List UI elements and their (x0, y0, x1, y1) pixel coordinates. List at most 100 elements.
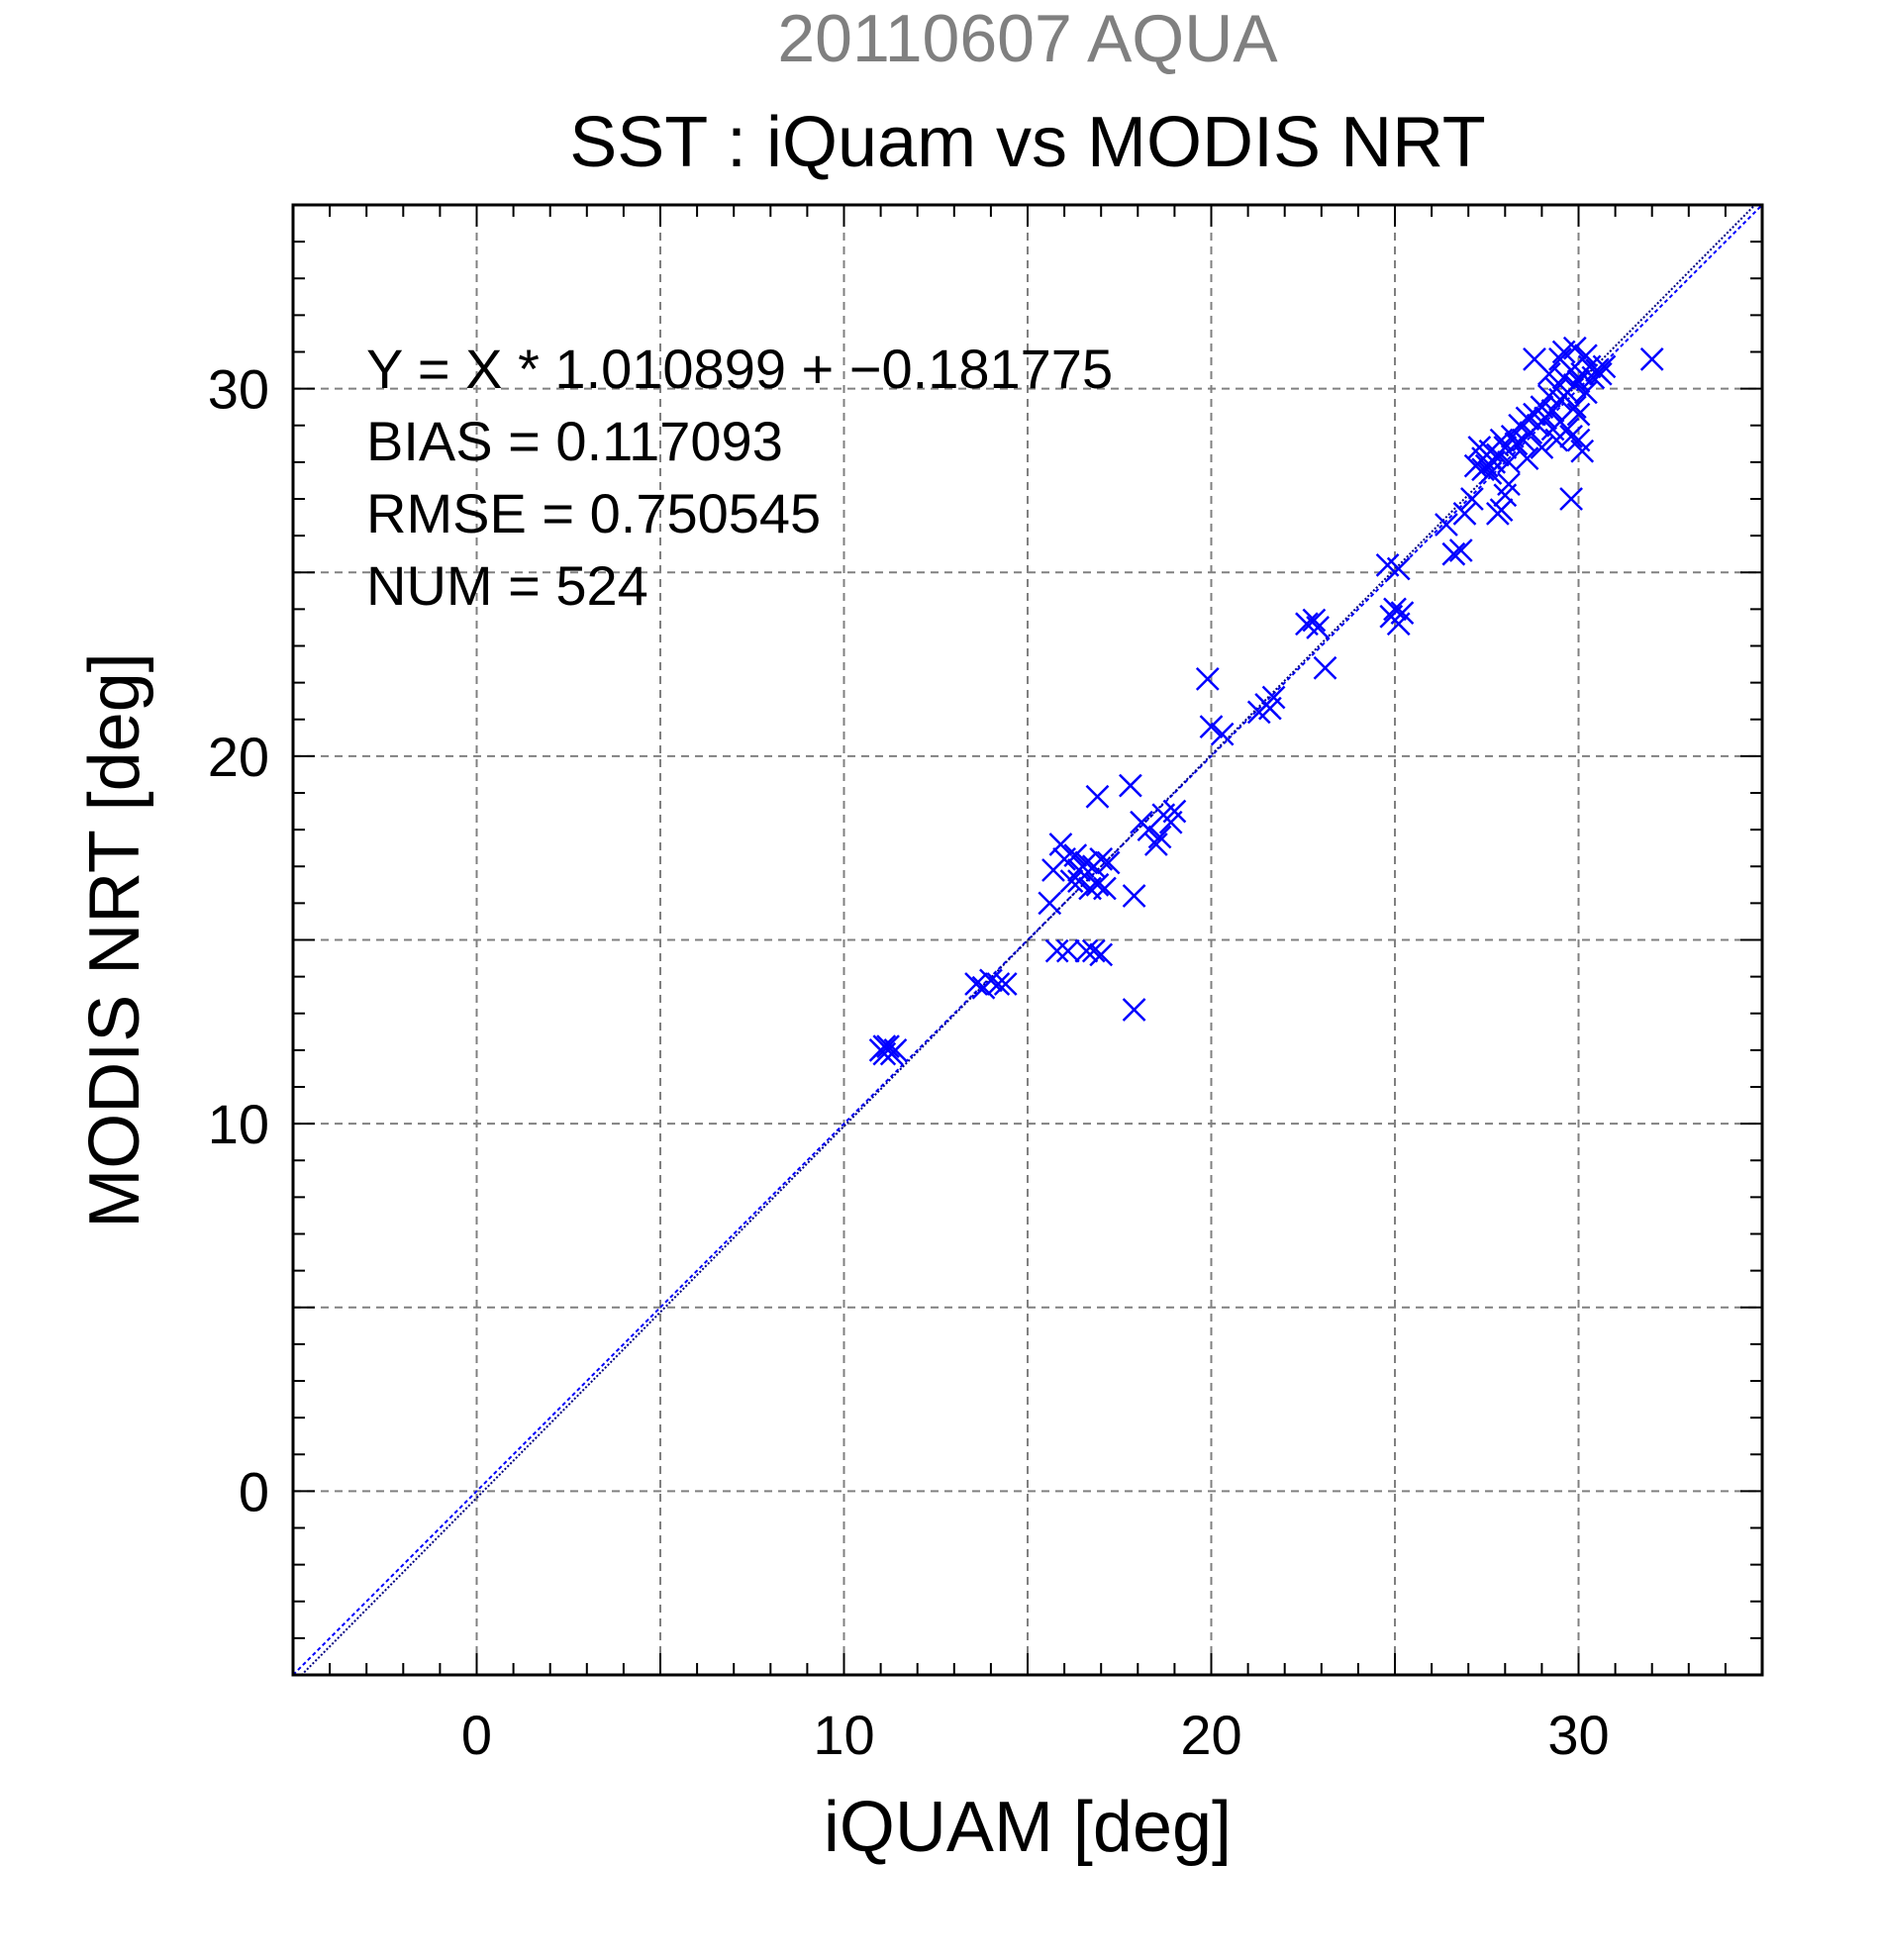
annotation-bias: BIAS = 0.117093 (366, 410, 783, 472)
data-point (876, 1034, 900, 1059)
data-point (1452, 501, 1477, 526)
data-point-stroke (1500, 425, 1525, 448)
data-point-stroke (1048, 833, 1073, 856)
data-point-stroke (1574, 343, 1598, 368)
data-point (1471, 457, 1495, 482)
data-point (1199, 715, 1224, 739)
data-point (1497, 449, 1521, 474)
data-point (1147, 825, 1172, 849)
data-point (1570, 439, 1595, 463)
data-point (1038, 891, 1062, 916)
data-point-stroke (1574, 380, 1598, 405)
data-point-stroke (1515, 446, 1539, 471)
data-point (1122, 884, 1146, 908)
data-point (1210, 722, 1235, 746)
data-point-stroke (1306, 616, 1330, 639)
data-point (1074, 938, 1099, 963)
data-point-stroke (1570, 439, 1595, 463)
data-point-stroke (1386, 556, 1411, 581)
data-point-stroke (1074, 850, 1099, 875)
data-point-stroke (1085, 872, 1110, 897)
data-point-stroke (964, 972, 988, 996)
data-point-stroke (1530, 436, 1554, 459)
data-point-stroke (1588, 361, 1613, 386)
data-point (1257, 696, 1282, 721)
data-point-stroke (1435, 513, 1458, 537)
data-point (1566, 369, 1591, 394)
data-point-stroke (1147, 825, 1172, 849)
y-tick-label: 10 (208, 1093, 269, 1155)
data-point-stroke (1089, 942, 1114, 967)
annotation-num: NUM = 524 (366, 554, 648, 617)
x-axis-label: iQUAM [deg] (824, 1788, 1232, 1867)
data-point-stroke (1478, 461, 1503, 485)
data-point (1460, 487, 1484, 511)
data-point (1504, 432, 1529, 456)
data-point-stroke (979, 968, 1003, 993)
data-point-stroke (1562, 395, 1587, 420)
data-point-stroke (1375, 552, 1400, 577)
data-point-stroke (1379, 604, 1404, 629)
annotation-fit-equation: Y = X * 1.010899 + −0.181775 (366, 338, 1113, 400)
chart-supertitle: 20110607 AQUA (777, 1, 1278, 76)
data-point (1143, 833, 1168, 856)
data-point-stroke (1085, 784, 1110, 809)
data-point (1081, 938, 1106, 963)
data-point (1302, 608, 1327, 633)
y-tick-label: 0 (239, 1460, 269, 1522)
data-point-stroke (1497, 449, 1521, 474)
data-point-stroke (1044, 938, 1069, 963)
data-point-stroke (1089, 846, 1114, 871)
grid (293, 205, 1762, 1675)
data-point (1089, 942, 1114, 967)
data-point-stroke (1489, 498, 1514, 523)
data-point-stroke (1467, 436, 1492, 459)
data-point (1478, 461, 1503, 485)
data-point-stroke (1063, 843, 1088, 867)
data-point-stroke (1038, 891, 1062, 916)
data-point (1551, 340, 1576, 364)
data-point-stroke (1199, 715, 1224, 739)
data-point-stroke (1210, 722, 1235, 746)
data-point (1386, 556, 1411, 581)
data-point (1048, 833, 1073, 856)
data-point-stroke (876, 1034, 900, 1059)
data-point-stroke (1551, 340, 1576, 364)
data-point-stroke (1096, 850, 1121, 875)
data-point (1162, 799, 1187, 824)
plot-frame (291, 203, 1764, 1677)
chart-title: SST : iQuam vs MODIS NRT (569, 103, 1486, 182)
data-point-stroke (1536, 361, 1561, 386)
data-point (1096, 850, 1121, 875)
data-point (1592, 354, 1617, 379)
data-point (1448, 539, 1473, 562)
data-point-stroke (1566, 369, 1591, 394)
data-point (1530, 436, 1554, 459)
data-point (1055, 938, 1080, 963)
data-point (1536, 361, 1561, 386)
y-tick-label: 30 (208, 358, 269, 421)
data-point-stroke (986, 972, 1011, 996)
data-point (993, 972, 1018, 996)
data-points (868, 336, 1664, 1066)
data-point-stroke (1559, 487, 1583, 511)
data-point (1063, 843, 1088, 867)
data-point (1540, 399, 1565, 423)
data-point-stroke (1523, 347, 1546, 371)
data-point (1044, 938, 1069, 963)
data-point-stroke (1540, 399, 1565, 423)
data-point-stroke (872, 1034, 897, 1059)
data-point (1574, 380, 1598, 405)
x-tick-label: 20 (1180, 1704, 1241, 1766)
data-point-stroke (993, 972, 1018, 996)
data-point-stroke (1559, 425, 1583, 448)
data-point (1074, 850, 1099, 875)
data-point-stroke (1122, 884, 1146, 908)
data-point (1441, 541, 1466, 566)
x-tick-label: 0 (461, 1704, 492, 1766)
data-point (964, 972, 988, 996)
data-point-stroke (1257, 696, 1282, 721)
data-point (1515, 406, 1539, 431)
data-point (1588, 361, 1613, 386)
